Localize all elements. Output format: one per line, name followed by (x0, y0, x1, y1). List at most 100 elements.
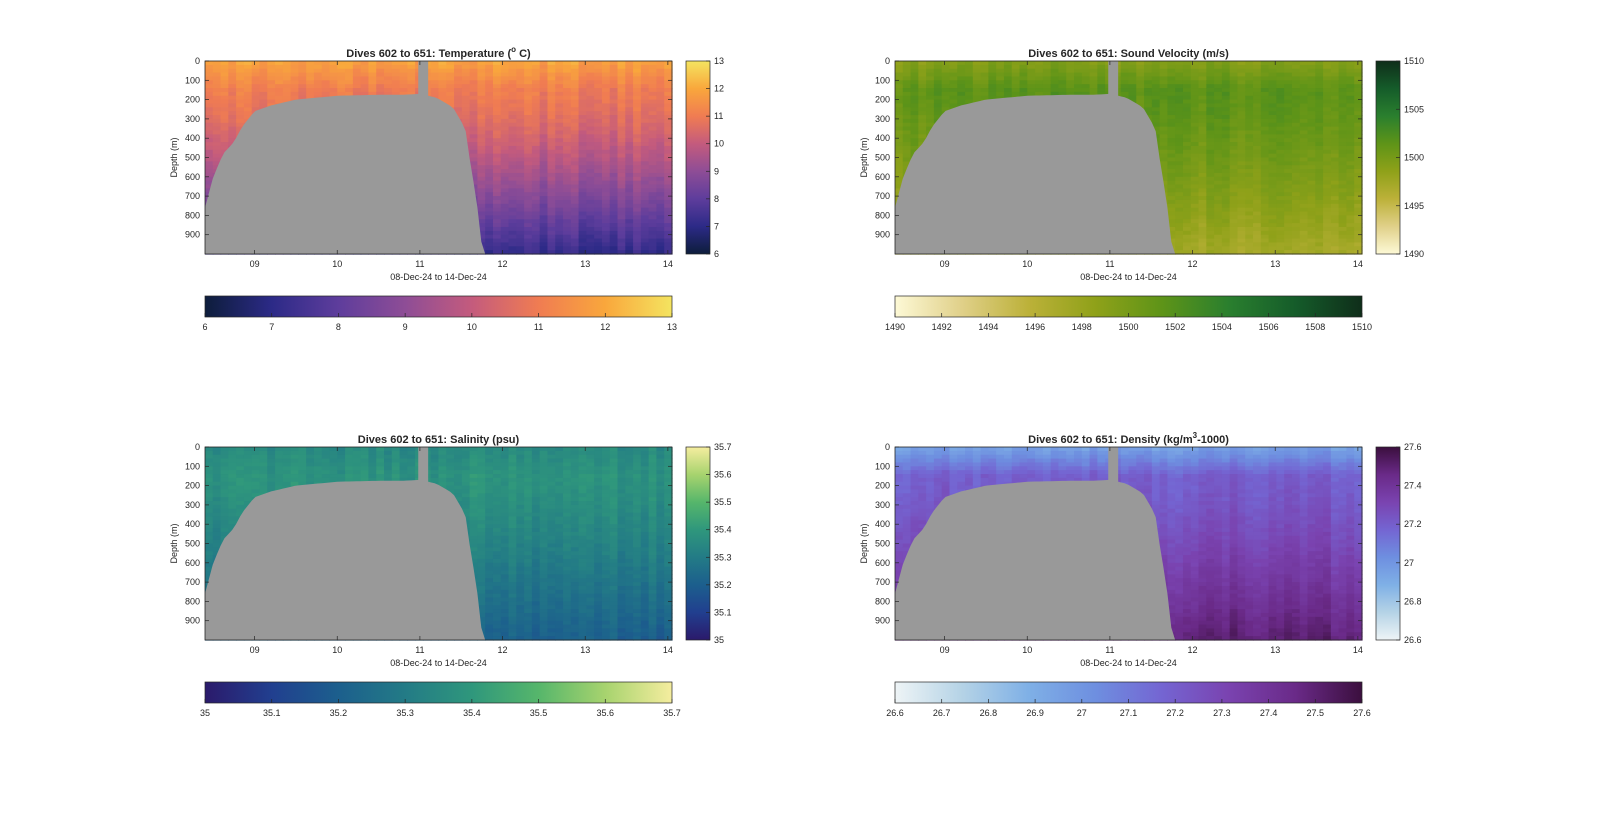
heatmap-cell (1175, 165, 1184, 170)
heatmap-cell (578, 188, 587, 193)
heatmap-cell (578, 111, 587, 116)
heatmap-cell (492, 68, 502, 74)
heatmap-cell (1151, 122, 1161, 128)
heatmap-cell (220, 134, 229, 139)
heatmap-cell (477, 115, 486, 120)
heatmap-cell (1097, 80, 1106, 85)
heatmap-cell (391, 88, 401, 93)
heatmap-cell (477, 234, 486, 240)
y-tick-label: 0 (195, 56, 200, 66)
heatmap-cell (492, 84, 502, 89)
colorbar-tick-label: 12 (714, 84, 724, 94)
heatmap-cell (902, 165, 912, 170)
heatmap-cell (640, 169, 650, 174)
heatmap-cell (980, 68, 989, 74)
heatmap-cell (547, 226, 556, 232)
heatmap-cell (563, 242, 572, 247)
heatmap-cell (656, 76, 665, 81)
heatmap-cell (586, 199, 595, 205)
heatmap-cell (477, 207, 486, 213)
heatmap-cell (633, 122, 642, 128)
heatmap-cell (516, 99, 525, 105)
heatmap-cell (570, 238, 580, 244)
heatmap-cell (438, 91, 447, 97)
heatmap-cell (329, 72, 338, 78)
heatmap-cell (1182, 215, 1192, 220)
heatmap-cell (926, 88, 935, 93)
heatmap-cell (648, 207, 658, 213)
heatmap-cell (918, 126, 927, 132)
heatmap-cell (407, 91, 416, 97)
heatmap-cell (492, 165, 502, 170)
heatmap-cell (1097, 61, 1106, 66)
heatmap-cell (656, 72, 665, 78)
heatmap-cell (228, 64, 237, 70)
heatmap-cell (570, 242, 580, 247)
heatmap-cell (918, 111, 927, 116)
heatmap-cell (601, 226, 611, 232)
heatmap-cell (1175, 180, 1184, 186)
heatmap-cell (609, 80, 619, 85)
heatmap-cell (205, 172, 214, 178)
heatmap-cell (617, 172, 626, 178)
heatmap-cell (570, 61, 580, 66)
heatmap-cell (1144, 99, 1153, 105)
heatmap-cell (243, 95, 253, 101)
heatmap-cell (895, 80, 904, 85)
heatmap-cell (1097, 91, 1106, 97)
heatmap-cell (282, 72, 292, 78)
heatmap-cell (926, 80, 935, 85)
heatmap-cell (902, 138, 912, 143)
heatmap-cell (601, 234, 611, 240)
heatmap-cell (205, 107, 214, 112)
heatmap-cell (205, 169, 214, 174)
heatmap-cell (236, 72, 245, 78)
heatmap-cell (1097, 76, 1106, 81)
heatmap-cell (1182, 207, 1192, 213)
heatmap-cell (895, 115, 904, 120)
heatmap-cell (516, 165, 525, 170)
heatmap-cell (492, 107, 502, 112)
heatmap-cell (524, 84, 533, 89)
heatmap-cell (1035, 80, 1044, 85)
heatmap-cell (407, 76, 416, 81)
heatmap-cell (368, 64, 377, 70)
heatmap-cell (965, 68, 974, 74)
heatmap-cell (664, 138, 673, 143)
heatmap-cell (352, 88, 362, 93)
heatmap-cell (648, 84, 658, 89)
heatmap-cell (321, 68, 331, 74)
heatmap-cell (275, 64, 284, 70)
heatmap-cell (578, 84, 587, 89)
heatmap-cell (508, 91, 517, 97)
heatmap-cell (617, 122, 626, 128)
heatmap-cell (1151, 103, 1161, 108)
heatmap-cell (601, 169, 611, 174)
heatmap-cell (633, 145, 642, 151)
heatmap-cell (1175, 84, 1184, 89)
heatmap-cell (601, 230, 611, 236)
colorbar-h-tick-label: 8 (336, 322, 341, 332)
heatmap-cell (531, 107, 541, 112)
heatmap-cell (531, 203, 541, 209)
heatmap-cell (656, 145, 665, 151)
heatmap-cell (212, 118, 222, 124)
heatmap-cell (516, 134, 525, 139)
heatmap-cell (570, 122, 580, 128)
heatmap-cell (633, 199, 642, 205)
heatmap-cell (563, 118, 572, 124)
heatmap-cell (570, 172, 580, 178)
heatmap-cell (275, 72, 284, 78)
heatmap-cell (485, 95, 494, 101)
heatmap-cell (1182, 107, 1192, 112)
heatmap-cell (205, 184, 214, 189)
heatmap-cell (578, 91, 587, 97)
y-tick-label: 100 (185, 75, 200, 85)
heatmap-cell (290, 68, 299, 74)
heatmap-cell (895, 126, 904, 132)
heatmap-cell (1081, 72, 1091, 78)
heatmap-cell (664, 115, 673, 120)
heatmap-cell (290, 61, 299, 66)
heatmap-cell (625, 118, 634, 124)
heatmap-cell (524, 230, 533, 236)
